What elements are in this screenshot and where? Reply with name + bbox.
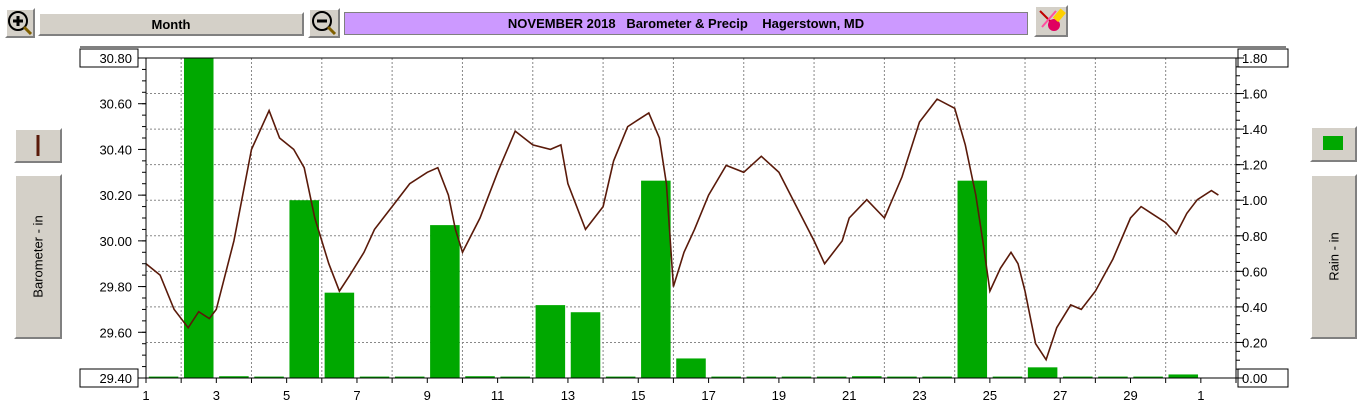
x-tick-label: 9 [424, 388, 431, 403]
rain-bar [676, 358, 706, 378]
rain-bar [641, 180, 671, 378]
rain-bar [324, 292, 355, 378]
x-tick-label: 21 [842, 388, 856, 403]
rain-bar [394, 376, 425, 378]
x-tick-label: 1 [142, 388, 149, 403]
right-tick-label: 0.80 [1242, 229, 1267, 244]
left-top-box [79, 48, 139, 68]
left-tick-label: 30.20 [99, 188, 132, 203]
x-tick-label: 27 [1053, 388, 1067, 403]
line-swatch-icon [36, 135, 40, 156]
barometer-legend-button[interactable] [14, 128, 62, 163]
barometer-line [145, 98, 1219, 362]
right-tick-label: 0.40 [1242, 300, 1267, 315]
rain-bar [359, 376, 390, 378]
rain-bar [535, 305, 566, 378]
rain-bar [605, 376, 636, 378]
x-tick-label: 17 [701, 388, 715, 403]
x-tick-label: 11 [491, 388, 505, 403]
period-button[interactable]: Month [38, 12, 304, 36]
x-tick-label: 15 [631, 388, 645, 403]
magnet-pencil-icon [1039, 8, 1066, 31]
right-tick-label: 1.00 [1242, 193, 1267, 208]
zoom-in-button[interactable] [5, 8, 35, 38]
left-bottom-box [79, 368, 139, 388]
tool-button[interactable] [1034, 5, 1068, 37]
left-tick-label: 29.80 [99, 280, 132, 295]
rain-bar [254, 376, 284, 378]
rain-bar [1168, 374, 1199, 378]
right-tick-label: 1.20 [1242, 158, 1267, 173]
rain-bar [992, 376, 1023, 378]
rain-bar [500, 376, 530, 378]
chart-title-bar: NOVEMBER 2018 Barometer & Precip Hagerst… [344, 12, 1028, 35]
rain-bar [852, 376, 882, 378]
x-tick-label: 7 [353, 388, 360, 403]
left-tick-label: 30.80 [99, 51, 132, 66]
x-tick-label: 25 [983, 388, 997, 403]
x-tick-label: 23 [912, 388, 926, 403]
left-tick-label: 29.40 [99, 371, 132, 386]
left-tick-label: 30.00 [99, 234, 132, 249]
period-label: Month [151, 16, 191, 32]
rain-bar [1133, 376, 1163, 378]
right-tick-label: 0.60 [1242, 264, 1267, 279]
rain-bar [289, 200, 319, 378]
rain-bar [746, 376, 777, 378]
x-tick-label: 5 [283, 388, 290, 403]
rain-bar [183, 58, 214, 378]
zoom-in-icon [8, 11, 33, 36]
x-tick-label: 1 [1197, 388, 1204, 403]
rain-bar [148, 376, 179, 378]
left-tick-label: 29.60 [99, 325, 132, 340]
rain-bar [781, 376, 812, 378]
rain-bar [430, 225, 460, 378]
rain-bar [465, 376, 495, 378]
rain-bar [1063, 376, 1093, 378]
right-tick-label: 1.60 [1242, 87, 1267, 102]
rain-bar [887, 376, 917, 378]
left-tick-label: 30.40 [99, 142, 132, 157]
x-tick-label: 3 [213, 388, 220, 403]
rain-bar [957, 180, 988, 378]
rain-legend-button[interactable] [1310, 126, 1357, 162]
zoom-out-icon [312, 11, 337, 36]
zoom-out-button[interactable] [308, 8, 340, 38]
right-tick-label: 0.00 [1242, 371, 1267, 386]
rain-bar [219, 376, 249, 378]
x-tick-label: 19 [772, 388, 786, 403]
rain-bar [1098, 376, 1128, 378]
right-tick-label: 1.80 [1242, 51, 1267, 66]
x-tick-label: 13 [561, 388, 575, 403]
x-tick-label: 29 [1123, 388, 1137, 403]
rain-bar [1027, 367, 1058, 378]
rain-bar [711, 376, 741, 378]
left-tick-label: 30.60 [99, 97, 132, 112]
rain-bar [922, 376, 952, 378]
rain-bar [816, 376, 847, 378]
right-tick-label: 1.40 [1242, 122, 1267, 137]
right-tick-label: 0.20 [1242, 335, 1267, 350]
chart-title: NOVEMBER 2018 Barometer & Precip Hagerst… [507, 16, 865, 31]
rain-bar [570, 312, 601, 378]
bar-swatch-icon [1323, 136, 1343, 150]
rain-axis-button[interactable]: Rain - in [1310, 174, 1357, 339]
barometer-axis-button[interactable]: Barometer - in [14, 174, 62, 339]
